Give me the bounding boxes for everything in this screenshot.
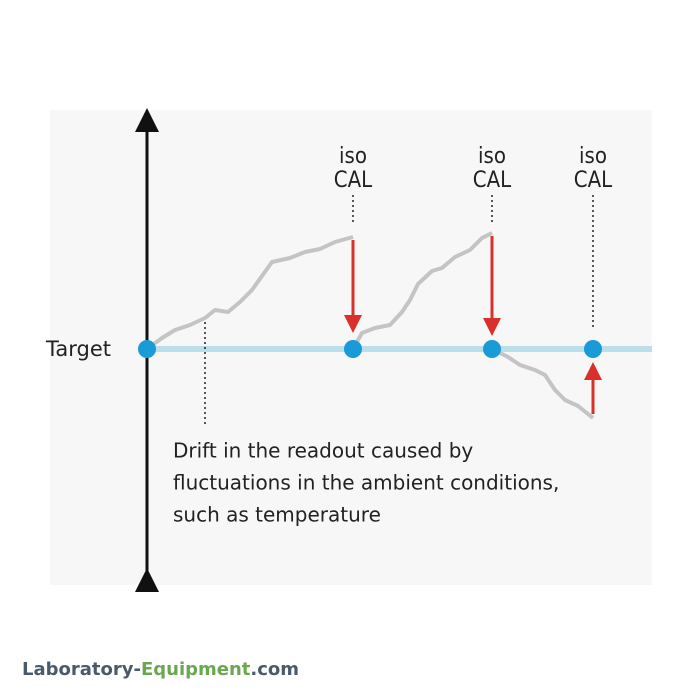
cal-label: iso xyxy=(339,144,367,169)
annotation: fluctuations in the ambient conditions, xyxy=(173,471,559,495)
cal-label: iso xyxy=(478,144,506,169)
correction-arrows xyxy=(344,236,602,414)
cal-label: iso xyxy=(579,144,607,169)
annotation: such as temperature xyxy=(173,503,381,527)
calibration-points xyxy=(138,340,602,358)
cal-label: CAL xyxy=(473,168,511,193)
dotted-leaders xyxy=(204,195,594,425)
annotation: Drift in the readout caused by xyxy=(173,439,473,463)
drift-curve xyxy=(145,231,595,420)
watermark: Laboratory-Equipment.com xyxy=(22,659,299,680)
watermark-part: Laboratory- xyxy=(22,659,141,680)
watermark-part: Equipment xyxy=(141,659,251,680)
cal-label: CAL xyxy=(574,168,612,193)
cal-label: CAL xyxy=(334,168,372,193)
axis-label: Target xyxy=(45,337,111,361)
watermark-part: .com xyxy=(250,659,299,680)
